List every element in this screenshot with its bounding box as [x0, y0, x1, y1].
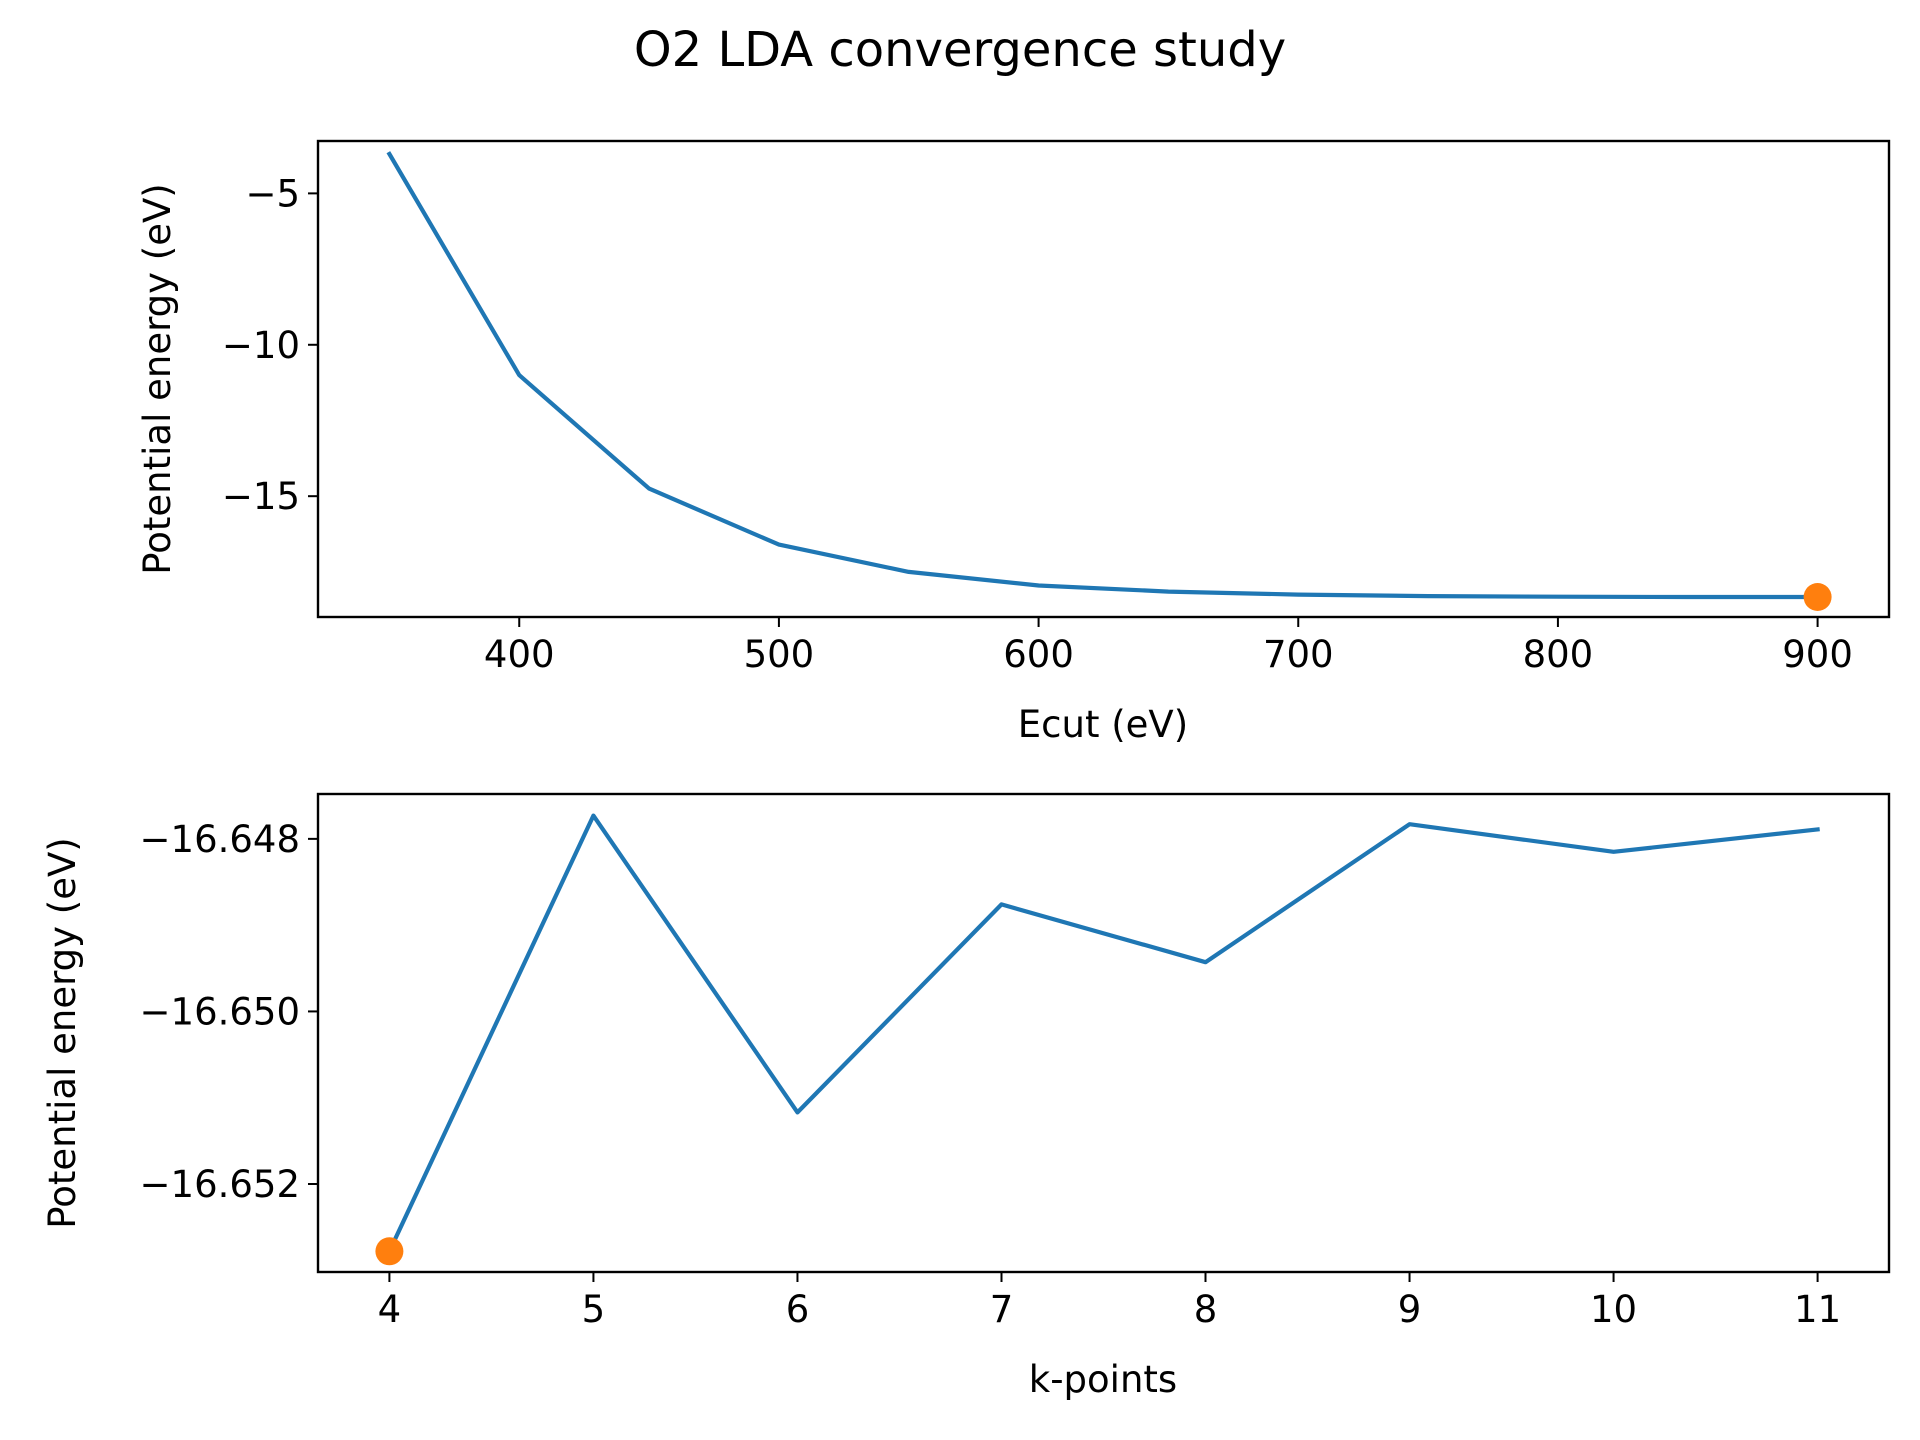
- kpoints-x-tick-label: 8: [1194, 1288, 1218, 1331]
- kpoints-x-tick-label: 7: [990, 1288, 1014, 1331]
- ecut-x-axis-label: Ecut (eV): [1018, 703, 1188, 746]
- kpoints-y-tick-label: −16.648: [140, 818, 300, 861]
- kpoints-x-tick-label: 4: [378, 1288, 402, 1331]
- kpoints-x-tick-label: 11: [1794, 1288, 1841, 1331]
- kpoints-x-tick-label: 9: [1398, 1288, 1422, 1331]
- ecut-x-tick-label: 800: [1523, 633, 1594, 676]
- kpoints-axes-frame: [316, 792, 1891, 1274]
- ecut-x-tick-label: 400: [484, 633, 555, 676]
- kpoints-series-line: [386, 813, 1820, 1255]
- ecut-ticks-layer: 400 500 600 700 800 900 −5 −10 −15: [222, 172, 1853, 676]
- ecut-axes-frame: [316, 139, 1891, 619]
- ecut-series-line: [386, 151, 1820, 600]
- ecut-plot-layer: [386, 151, 1832, 611]
- ecut-y-axis-label: Potential energy (eV): [136, 183, 179, 574]
- kpoints-chart: 4 5 6 7 8 9 10 11 −16.648 −16.650 −16.652 k-points…: [41, 792, 1891, 1401]
- ecut-y-tick-label: −5: [245, 172, 300, 215]
- kpoints-y-tick-label: −16.650: [140, 990, 300, 1033]
- figure-title: O2 LDA convergence study: [634, 22, 1286, 78]
- ecut-x-tick-label: 600: [1003, 633, 1074, 676]
- kpoints-ticks-layer: 4 5 6 7 8 9 10 11 −16.648 −16.650 −16.652: [140, 818, 1842, 1331]
- kpoints-y-axis-label: Potential energy (eV): [41, 837, 84, 1228]
- kpoints-y-tick-label: −16.652: [140, 1163, 300, 1206]
- ecut-x-tick-label: 500: [744, 633, 815, 676]
- kpoints-x-axis-label: k-points: [1029, 1358, 1177, 1401]
- ecut-x-tick-label: 900: [1782, 633, 1853, 676]
- ecut-chart: 400 500 600 700 800 900 −5 −10 −15 Ecut (eV) Pot…: [136, 139, 1891, 746]
- kpoints-plot-layer: [375, 813, 1820, 1266]
- ecut-highlight-point: [1803, 583, 1832, 611]
- kpoints-x-tick-label: 5: [582, 1288, 606, 1331]
- kpoints-x-tick-label: 6: [786, 1288, 810, 1331]
- ecut-y-tick-label: −15: [222, 475, 300, 518]
- kpoints-highlight-point: [375, 1237, 404, 1266]
- kpoints-x-tick-label: 10: [1590, 1288, 1637, 1331]
- ecut-y-tick-label: −10: [222, 324, 300, 367]
- ecut-x-tick-label: 700: [1263, 633, 1334, 676]
